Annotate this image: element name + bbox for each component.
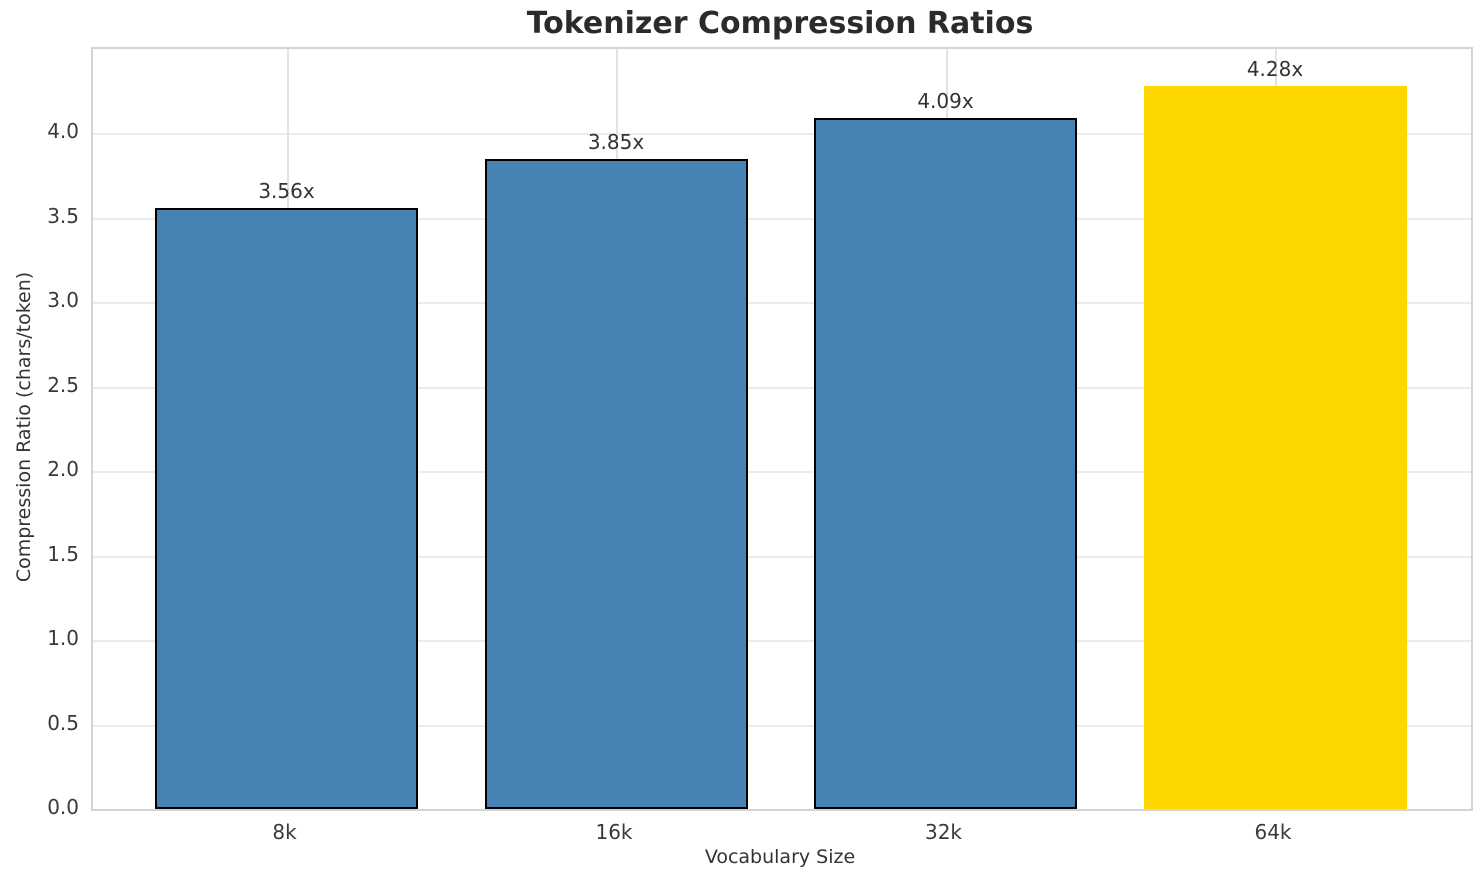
y-axis-label: Compression Ratio (chars/token) — [13, 271, 35, 583]
gridline-horizontal — [93, 133, 1471, 136]
plot-area: 3.56x 3.85x 4.09x 4.28x — [91, 47, 1473, 811]
y-tick-label-3.5: 3.5 — [47, 203, 79, 228]
y-tick-label-0.0: 0.0 — [47, 795, 79, 819]
bar-8k — [155, 207, 418, 809]
y-tick-label-4.0: 4.0 — [47, 119, 79, 144]
bar-value-label-64k: 4.28x — [1246, 57, 1304, 82]
bar-32k — [814, 118, 1077, 809]
chart-title: Tokenizer Compression Ratios — [526, 6, 1034, 41]
gridline-horizontal — [93, 471, 1471, 474]
y-tick-label-2.0: 2.0 — [47, 457, 79, 482]
x-tick-label-8k: 8k — [272, 820, 297, 844]
x-tick-label-16k: 16k — [595, 820, 633, 844]
y-tick-label-3.0: 3.0 — [47, 288, 79, 313]
y-tick-label-2.5: 2.5 — [47, 372, 79, 397]
bar-64k — [1143, 86, 1407, 809]
gridline-horizontal — [93, 217, 1471, 220]
bar-value-label-32k: 4.09x — [917, 89, 974, 114]
x-tick-label-64k: 64k — [1254, 820, 1292, 844]
y-tick-label-1.5: 1.5 — [47, 541, 79, 566]
y-tick-label-0.5: 0.5 — [47, 710, 79, 735]
x-axis-label: Vocabulary Size — [704, 846, 856, 868]
bar-value-label-16k: 3.85x — [587, 129, 645, 154]
gridline-horizontal — [93, 640, 1471, 643]
bar-value-label-8k: 3.56x — [258, 178, 315, 203]
gridline-horizontal — [93, 724, 1471, 727]
gridline-horizontal — [93, 302, 1471, 305]
gridline-horizontal — [93, 555, 1471, 558]
gridline-horizontal — [93, 386, 1471, 389]
bar-16k — [484, 158, 748, 809]
x-tick-label-32k: 32k — [924, 820, 963, 844]
y-tick-label-1.0: 1.0 — [47, 626, 79, 651]
